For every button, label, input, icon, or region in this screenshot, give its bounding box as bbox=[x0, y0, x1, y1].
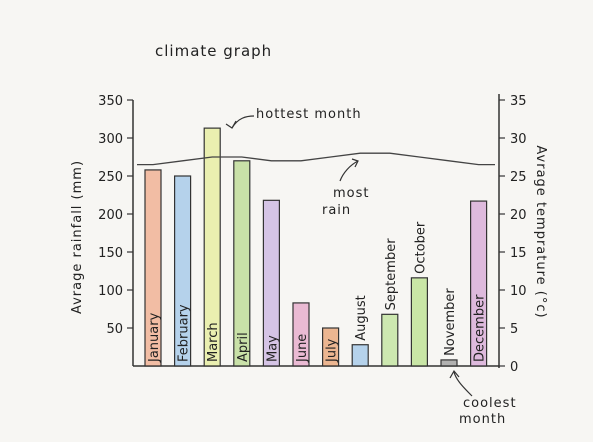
chart-title: climate graph bbox=[155, 42, 272, 60]
hottest-arrow-head bbox=[225, 120, 237, 129]
right-axis-label: Avrage temprature (°c) bbox=[533, 145, 548, 318]
bar-may bbox=[262, 199, 280, 367]
bar-december bbox=[470, 200, 488, 367]
bar-september bbox=[381, 313, 399, 367]
right-tick-label: 15 bbox=[510, 246, 527, 261]
category-label-july: July bbox=[325, 338, 340, 363]
most-rain-arrow-head bbox=[351, 158, 359, 168]
category-label-september: September bbox=[384, 238, 399, 311]
right-tick-label: 20 bbox=[510, 208, 527, 223]
left-tick-label: 50 bbox=[106, 322, 123, 337]
left-tick-label: 150 bbox=[98, 246, 123, 261]
category-label-march: March bbox=[206, 322, 221, 362]
bar-march bbox=[203, 127, 221, 367]
annotation-coolest: coolest month bbox=[459, 396, 522, 427]
left-tick-label: 100 bbox=[98, 284, 123, 299]
right-tick-label: 35 bbox=[510, 94, 527, 109]
left-tick-label: 350 bbox=[98, 94, 123, 109]
left-tick-label: 300 bbox=[98, 132, 123, 147]
bar-october bbox=[410, 277, 428, 367]
left-axis-label: Avrage rainfall (mm) bbox=[70, 160, 85, 314]
bar-november bbox=[440, 359, 458, 367]
coolest-arrow bbox=[453, 371, 473, 397]
bar-july bbox=[322, 327, 340, 367]
category-label-december: December bbox=[473, 294, 488, 362]
coolest-arrow-head bbox=[449, 369, 460, 379]
category-label-june: June bbox=[295, 334, 310, 363]
annotation-hottest: hottest month bbox=[256, 107, 362, 122]
category-label-november: November bbox=[443, 288, 458, 356]
bar-august bbox=[351, 344, 369, 367]
right-tick-label: 10 bbox=[510, 284, 527, 299]
right-tick-label: 0 bbox=[510, 360, 518, 375]
bar-june bbox=[292, 302, 310, 367]
category-label-april: April bbox=[236, 332, 251, 362]
most-rain-arrow bbox=[339, 160, 359, 182]
bar-february bbox=[174, 175, 192, 367]
temperature-line bbox=[137, 152, 495, 166]
category-label-february: February bbox=[177, 304, 192, 362]
right-tick-label: 25 bbox=[510, 170, 527, 185]
annotation-most-rain: most rain bbox=[322, 186, 375, 218]
bar-january bbox=[144, 169, 162, 367]
left-tick-label: 200 bbox=[98, 208, 123, 223]
right-tick-label: 30 bbox=[510, 132, 527, 147]
left-tick-label: 250 bbox=[98, 170, 123, 185]
bar-april bbox=[233, 160, 251, 367]
category-label-january: January bbox=[147, 312, 162, 363]
right-tick-label: 5 bbox=[510, 322, 518, 337]
category-label-august: August bbox=[354, 295, 369, 341]
category-label-may: May bbox=[265, 335, 280, 362]
category-label-october: October bbox=[413, 221, 428, 274]
